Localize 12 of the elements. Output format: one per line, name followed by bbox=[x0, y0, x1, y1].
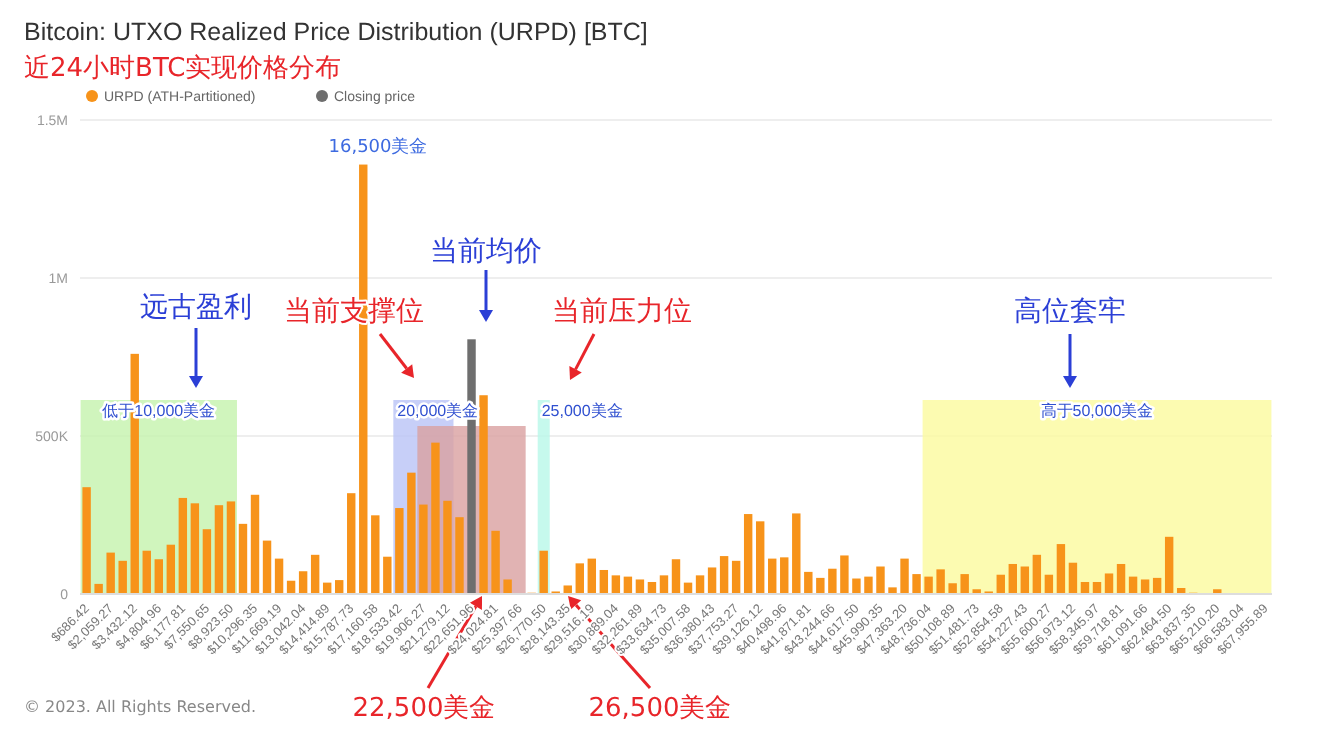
annotation: 当前均价 bbox=[430, 236, 542, 268]
annotation: 16,500美金 bbox=[328, 136, 428, 158]
text: © 2023. All Rights Reserved. bbox=[24, 698, 257, 716]
annotation: 当前压力位 bbox=[552, 296, 692, 328]
annotation: 高位套牢 bbox=[1014, 296, 1126, 328]
band-label: 高于50,000美金 bbox=[1040, 402, 1154, 420]
text: 22,500美金 bbox=[352, 692, 496, 724]
chart-subtitle: 近24小时BTC实现价格分布 bbox=[24, 54, 342, 84]
chart-title: Bitcoin: UTXO Realized Price Distribution (URPD) [BTC] bbox=[24, 18, 648, 46]
band-label: 25,000美金 bbox=[541, 402, 623, 420]
text: 26,500美金 bbox=[588, 692, 732, 724]
annotation: 远古盈利 bbox=[140, 292, 252, 324]
